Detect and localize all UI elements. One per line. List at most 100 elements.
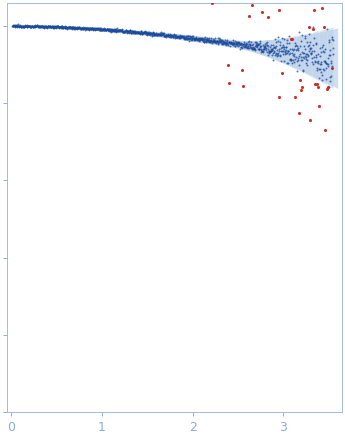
Point bbox=[203, 37, 209, 44]
Point bbox=[265, 42, 270, 49]
Point bbox=[323, 59, 329, 66]
Point bbox=[30, 23, 36, 30]
Point bbox=[178, 35, 183, 42]
Point bbox=[157, 32, 163, 39]
Point bbox=[40, 22, 45, 29]
Point bbox=[253, 42, 258, 49]
Point bbox=[92, 27, 97, 34]
Point bbox=[18, 23, 23, 30]
Point bbox=[268, 48, 273, 55]
Point bbox=[233, 39, 238, 46]
Point bbox=[240, 42, 246, 49]
Point bbox=[16, 21, 21, 28]
Point bbox=[183, 33, 189, 40]
Point bbox=[112, 27, 118, 34]
Point bbox=[283, 49, 288, 56]
Point bbox=[166, 32, 171, 39]
Point bbox=[68, 24, 74, 31]
Point bbox=[94, 25, 100, 32]
Point bbox=[135, 28, 140, 35]
Point bbox=[87, 25, 92, 32]
Point bbox=[167, 32, 172, 39]
Point bbox=[165, 32, 170, 39]
Point bbox=[85, 25, 91, 32]
Point bbox=[329, 64, 335, 71]
Point bbox=[308, 50, 314, 57]
Point bbox=[107, 26, 112, 33]
Point bbox=[100, 27, 105, 34]
Point bbox=[319, 76, 325, 83]
Point bbox=[259, 48, 265, 55]
Point bbox=[235, 40, 241, 47]
Point bbox=[221, 40, 227, 47]
Point bbox=[154, 31, 159, 38]
Point bbox=[266, 50, 272, 57]
Point bbox=[51, 23, 56, 30]
Point bbox=[282, 44, 287, 51]
Point bbox=[23, 23, 29, 30]
Point bbox=[198, 35, 204, 42]
Point bbox=[104, 27, 109, 34]
Point bbox=[49, 23, 54, 30]
Point bbox=[183, 36, 188, 43]
Point bbox=[197, 35, 203, 42]
Point bbox=[55, 24, 61, 31]
Point bbox=[15, 23, 20, 30]
Point bbox=[53, 24, 59, 31]
Point bbox=[112, 25, 118, 32]
Point bbox=[121, 28, 126, 35]
Point bbox=[263, 44, 268, 51]
Point bbox=[305, 42, 310, 49]
Point bbox=[81, 24, 87, 31]
Point bbox=[201, 36, 206, 43]
Point bbox=[132, 30, 138, 37]
Point bbox=[10, 23, 16, 30]
Point bbox=[179, 34, 184, 41]
Point bbox=[137, 30, 142, 37]
Point bbox=[168, 32, 173, 39]
Point bbox=[17, 23, 23, 30]
Point bbox=[80, 24, 85, 31]
Point bbox=[199, 36, 205, 43]
Point bbox=[223, 40, 229, 47]
Point bbox=[18, 23, 23, 30]
Point bbox=[100, 25, 106, 32]
Point bbox=[172, 32, 178, 39]
Point bbox=[160, 31, 166, 38]
Point bbox=[144, 31, 149, 38]
Point bbox=[172, 35, 178, 42]
Point bbox=[76, 24, 81, 31]
Point bbox=[210, 35, 216, 42]
Point bbox=[87, 25, 93, 32]
Point bbox=[11, 22, 17, 29]
Point bbox=[66, 24, 72, 31]
Point bbox=[98, 27, 104, 34]
Point bbox=[281, 58, 287, 65]
Point bbox=[206, 37, 211, 44]
Point bbox=[161, 31, 167, 38]
Point bbox=[279, 48, 285, 55]
Point bbox=[158, 32, 164, 39]
Point bbox=[206, 37, 211, 44]
Point bbox=[177, 33, 182, 40]
Point bbox=[89, 25, 94, 32]
Point bbox=[72, 23, 78, 30]
Point bbox=[28, 23, 33, 30]
Point bbox=[46, 22, 51, 29]
Point bbox=[13, 22, 19, 29]
Point bbox=[229, 39, 235, 46]
Point bbox=[231, 40, 237, 47]
Point bbox=[11, 22, 17, 29]
Point bbox=[304, 51, 309, 58]
Point bbox=[148, 29, 153, 36]
Point bbox=[310, 26, 316, 33]
Point bbox=[232, 42, 237, 49]
Point bbox=[134, 29, 139, 36]
Point bbox=[70, 24, 75, 31]
Point bbox=[12, 22, 18, 29]
Point bbox=[99, 25, 105, 32]
Point bbox=[221, 39, 227, 46]
Point bbox=[306, 52, 311, 59]
Point bbox=[49, 23, 55, 30]
Point bbox=[174, 34, 179, 41]
